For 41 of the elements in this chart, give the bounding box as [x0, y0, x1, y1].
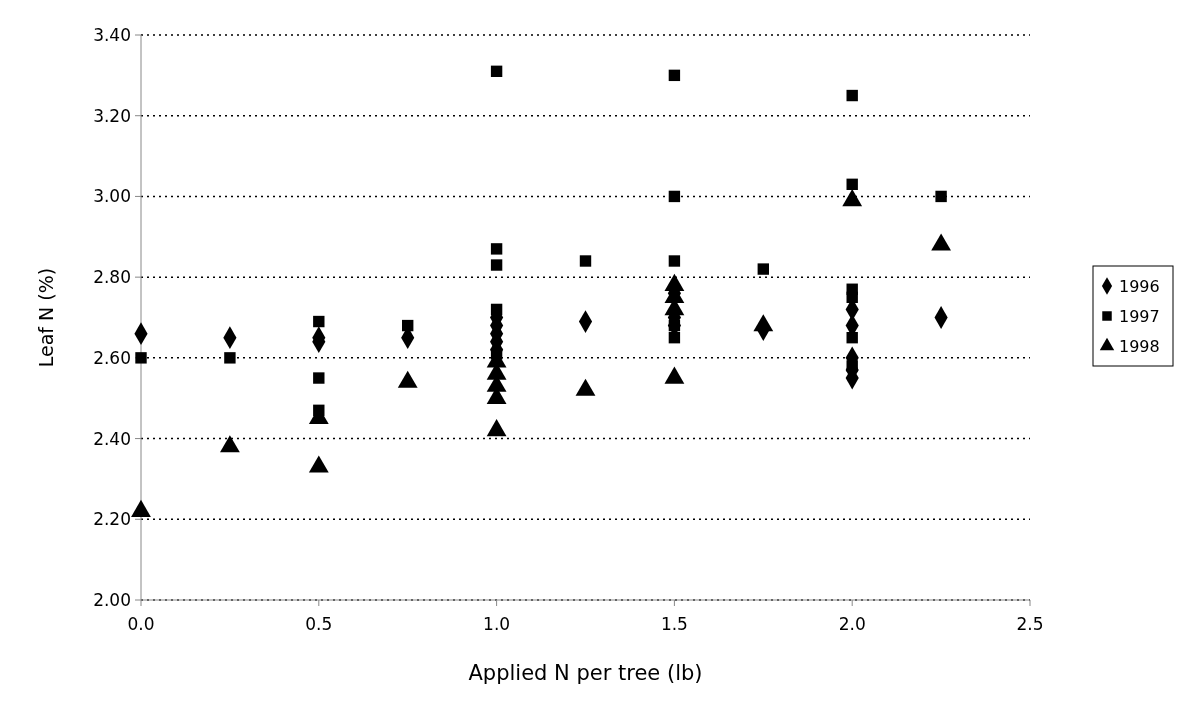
point: [313, 372, 325, 384]
y-tick-label: 3.20: [93, 105, 131, 126]
point: [579, 255, 592, 267]
point: [490, 65, 503, 78]
point: [224, 352, 236, 364]
y-tick-label: 2.40: [93, 428, 131, 449]
legend-label: 1996: [1119, 276, 1160, 296]
x-axis-title: Applied N per tree (lb): [468, 661, 703, 685]
point: [490, 259, 503, 271]
point: [935, 190, 947, 203]
point: [757, 263, 769, 275]
point: [668, 255, 681, 267]
y-axis-title: Leaf N (%): [35, 267, 57, 368]
legend-label: 1998: [1119, 336, 1160, 356]
y-tick-label: 2.80: [93, 267, 131, 288]
point: [668, 69, 681, 82]
point: [490, 303, 503, 316]
point: [846, 178, 858, 191]
y-tick-label: 2.20: [93, 509, 131, 530]
point: [846, 331, 858, 344]
x-tick-label: 0.0: [127, 614, 155, 634]
x-tick-label: 2.5: [1016, 614, 1044, 634]
point: [135, 352, 147, 364]
y-tick-label: 3.40: [93, 24, 131, 45]
x-tick-label: 0.5: [305, 614, 333, 634]
point: [846, 89, 858, 102]
point: [668, 190, 681, 203]
point: [490, 243, 503, 255]
point: [402, 319, 414, 332]
y-tick-label: 2.00: [93, 589, 131, 610]
point: [313, 315, 325, 328]
point: [668, 331, 681, 344]
x-tick-label: 2.0: [838, 614, 866, 634]
legend-label: 1997: [1119, 306, 1160, 326]
point: [668, 319, 681, 332]
y-tick-label: 2.60: [93, 347, 131, 368]
point: [846, 291, 858, 304]
point: [846, 360, 858, 372]
x-tick-label: 1.0: [483, 614, 511, 634]
y-tick-label: 3.00: [93, 186, 131, 207]
x-tick-label: 1.5: [660, 614, 688, 634]
